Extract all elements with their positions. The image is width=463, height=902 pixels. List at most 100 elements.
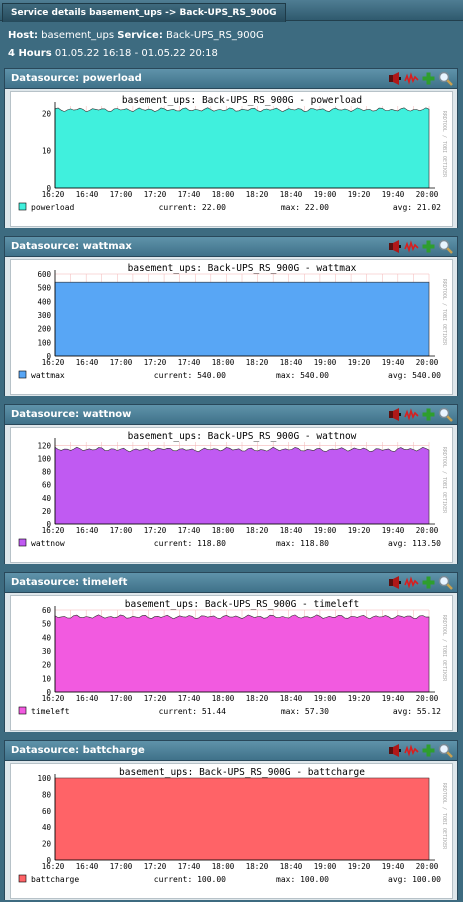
- x-tick-label: 16:40: [76, 694, 99, 703]
- datasource-title: Datasource: timeleft: [11, 577, 128, 588]
- x-tick-label: 19:20: [348, 190, 371, 199]
- y-tick-label: 80: [42, 790, 52, 799]
- legend-avg: avg: 21.02: [393, 203, 441, 212]
- datasource-title: Datasource: wattmax: [11, 241, 132, 252]
- legend-series-name: battcharge: [31, 875, 79, 884]
- trend-graph-icon[interactable]: [404, 743, 419, 758]
- add-icon[interactable]: [421, 743, 436, 758]
- x-tick-label: 18:40: [280, 190, 303, 199]
- alarm-icon[interactable]: [387, 575, 402, 590]
- datasource-panel-powerload: Datasource: powerload basement_ups: Back-…: [4, 68, 458, 228]
- zoom-icon[interactable]: [438, 239, 453, 254]
- datasource-panel-wattnow: Datasource: wattnow basement_ups: Back-UP…: [4, 404, 458, 564]
- series-area-wattmax: [54, 281, 430, 357]
- chart-title: basement_ups: Back-UPS_RS_900G - wattnow: [128, 431, 357, 442]
- legend-series-name: powerload: [31, 203, 75, 212]
- graph-container: basement_ups: Back-UPS_RS_900G - battcha…: [5, 761, 457, 900]
- zoom-icon[interactable]: [438, 575, 453, 590]
- rrd-graph[interactable]: basement_ups: Back-UPS_RS_900G - wattmax…: [10, 259, 453, 395]
- rrd-chart-svg: basement_ups: Back-UPS_RS_900G - wattnow…: [18, 431, 447, 548]
- datasource-header: Datasource: wattmax: [5, 237, 457, 257]
- x-tick-label: 16:20: [42, 526, 65, 535]
- datasource-title: Datasource: battcharge: [11, 745, 145, 756]
- series-area-timeleft: [54, 614, 430, 693]
- x-tick-label: 18:00: [212, 526, 235, 535]
- x-tick-label: 17:40: [178, 358, 201, 367]
- add-icon[interactable]: [421, 575, 436, 590]
- y-tick-label: 300: [37, 311, 51, 320]
- service-label: Service:: [117, 30, 163, 41]
- datasource-toolbar: [385, 575, 453, 590]
- alarm-icon[interactable]: [387, 743, 402, 758]
- x-tick-label: 19:00: [314, 358, 337, 367]
- x-tick-label: 20:00: [416, 358, 439, 367]
- y-tick-label: 200: [37, 325, 51, 334]
- legend-series-name: wattnow: [31, 539, 65, 548]
- y-tick-label: 40: [42, 494, 52, 503]
- x-tick-label: 17:00: [110, 694, 133, 703]
- graph-container: basement_ups: Back-UPS_RS_900G - wattmax…: [5, 257, 457, 396]
- x-tick-label: 17:40: [178, 190, 201, 199]
- chart-title: basement_ups: Back-UPS_RS_900G - wattmax: [128, 263, 357, 274]
- period-row: 4 Hours 01.05.22 16:18 - 01.05.22 20:18: [8, 45, 463, 63]
- legend-swatch: [18, 202, 27, 211]
- rrd-graph[interactable]: basement_ups: Back-UPS_RS_900G - wattnow…: [10, 427, 453, 563]
- y-tick-label: 20: [42, 109, 52, 118]
- x-tick-label: 18:40: [280, 358, 303, 367]
- zoom-icon[interactable]: [438, 71, 453, 86]
- rrd-graph[interactable]: basement_ups: Back-UPS_RS_900G - timelef…: [10, 595, 453, 731]
- x-tick-label: 18:20: [246, 694, 269, 703]
- legend-current: current: 22.00: [159, 203, 227, 212]
- x-tick-label: 19:20: [348, 526, 371, 535]
- trend-graph-icon[interactable]: [404, 407, 419, 422]
- rrd-chart-svg: basement_ups: Back-UPS_RS_900G - battcha…: [18, 767, 447, 884]
- y-tick-label: 0: [46, 856, 51, 865]
- y-tick-label: 0: [46, 352, 51, 361]
- add-icon[interactable]: [421, 239, 436, 254]
- service-tab[interactable]: Service details basement_ups -> Back-UPS…: [2, 3, 286, 22]
- x-tick-label: 19:20: [348, 862, 371, 871]
- rrd-chart-svg: basement_ups: Back-UPS_RS_900G - wattmax…: [18, 263, 447, 380]
- add-icon[interactable]: [421, 71, 436, 86]
- x-tick-label: 19:20: [348, 694, 371, 703]
- datasource-toolbar: [385, 743, 453, 758]
- x-tick-label: 18:20: [246, 526, 269, 535]
- zoom-icon[interactable]: [438, 743, 453, 758]
- add-icon[interactable]: [421, 407, 436, 422]
- x-tick-label: 18:40: [280, 862, 303, 871]
- x-tick-label: 20:00: [416, 526, 439, 535]
- series-area-battcharge: [54, 777, 430, 861]
- x-tick-label: 19:00: [314, 694, 337, 703]
- x-tick-label: 17:20: [144, 862, 167, 871]
- alarm-icon[interactable]: [387, 407, 402, 422]
- y-tick-label: 60: [42, 481, 52, 490]
- legend-current: current: 118.80: [154, 539, 226, 548]
- alarm-icon[interactable]: [387, 71, 402, 86]
- rrdtool-watermark: RRDTOOL / TOBI OETIKER: [441, 111, 447, 178]
- datasource-header: Datasource: battcharge: [5, 741, 457, 761]
- x-tick-label: 19:40: [382, 526, 405, 535]
- rrd-graph[interactable]: basement_ups: Back-UPS_RS_900G - powerlo…: [10, 91, 453, 227]
- x-tick-label: 20:00: [416, 694, 439, 703]
- trend-graph-icon[interactable]: [404, 239, 419, 254]
- x-tick-label: 19:00: [314, 526, 337, 535]
- legend-current: current: 100.00: [154, 875, 226, 884]
- legend-max: max: 57.30: [281, 707, 329, 716]
- x-tick-label: 16:40: [76, 190, 99, 199]
- x-tick-label: 20:00: [416, 190, 439, 199]
- y-tick-label: 600: [37, 270, 51, 279]
- trend-graph-icon[interactable]: [404, 71, 419, 86]
- rrd-graph[interactable]: basement_ups: Back-UPS_RS_900G - battcha…: [10, 763, 453, 899]
- legend-avg: avg: 113.50: [388, 539, 441, 548]
- legend-swatch: [18, 370, 27, 379]
- x-tick-label: 19:40: [382, 862, 405, 871]
- service-info: Host: basement_ups Service: Back-UPS_RS_…: [0, 21, 463, 69]
- trend-graph-icon[interactable]: [404, 575, 419, 590]
- legend-max: max: 540.00: [276, 371, 329, 380]
- x-tick-label: 18:20: [246, 862, 269, 871]
- zoom-icon[interactable]: [438, 407, 453, 422]
- legend-current: current: 540.00: [154, 371, 226, 380]
- y-tick-label: 0: [46, 688, 51, 697]
- alarm-icon[interactable]: [387, 239, 402, 254]
- legend-avg: avg: 540.00: [388, 371, 441, 380]
